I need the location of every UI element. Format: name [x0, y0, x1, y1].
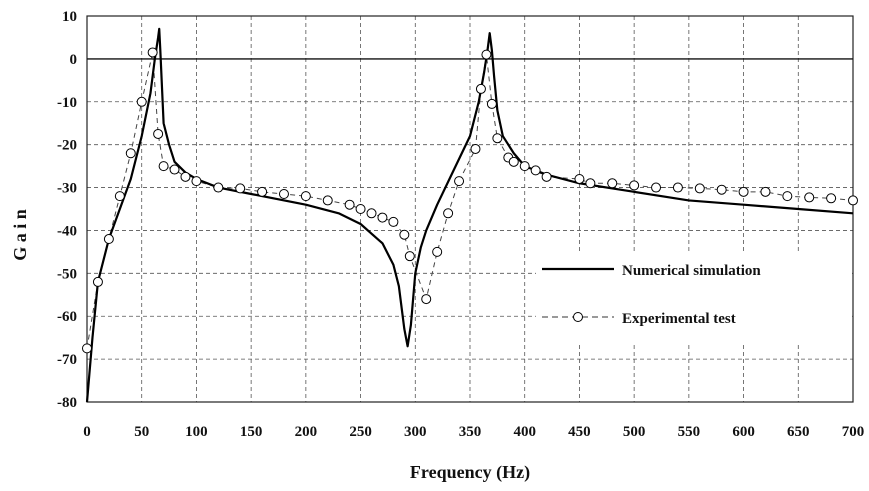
y-tick-label: -20: [57, 138, 77, 154]
x-tick-label: 450: [568, 424, 591, 440]
data-point-experimental: [158, 161, 169, 172]
legend-label-numerical: Numerical simulation: [622, 263, 761, 279]
x-tick-label: 700: [842, 424, 865, 440]
y-tick-label: -60: [57, 309, 77, 325]
x-axis-tick-labels: 0 50 100 150 200 250 300 350 400 450 500 550 600 650 7…: [83, 424, 864, 440]
y-tick-label: 10: [62, 9, 77, 25]
data-point-experimental: [607, 178, 618, 189]
data-point-experimental: [355, 204, 366, 214]
data-point-experimental: [213, 182, 224, 193]
x-tick-label: 150: [240, 424, 263, 440]
y-tick-label: -40: [57, 223, 77, 239]
data-point-experimental: [530, 165, 541, 176]
data-point-experimental: [366, 208, 377, 219]
data-point-experimental: [114, 191, 125, 202]
data-point-experimental: [585, 178, 596, 189]
x-tick-label: 400: [513, 424, 536, 440]
data-point-experimental: [760, 186, 771, 197]
y-axis-tick-labels: 10 0 -10 -20 -30 -40 -50 -60 -70 -80: [57, 9, 77, 411]
data-point-experimental: [481, 49, 492, 60]
x-tick-label: 100: [185, 424, 208, 440]
legend-label-experimental: Experimental test: [622, 311, 736, 327]
data-point-experimental: [103, 234, 114, 245]
data-point-experimental: [125, 148, 136, 159]
data-point-experimental: [92, 276, 103, 287]
data-point-experimental: [782, 191, 793, 202]
x-tick-label: 650: [787, 424, 810, 440]
data-point-experimental: [136, 96, 147, 107]
x-tick-label: 300: [404, 424, 427, 440]
data-point-experimental: [235, 183, 246, 194]
y-tick-label: -30: [57, 181, 77, 197]
grid: [86, 15, 854, 403]
x-tick-label: 250: [349, 424, 372, 440]
data-point-experimental: [826, 193, 837, 204]
data-point-experimental: [519, 161, 530, 172]
data-point-experimental: [147, 47, 158, 58]
data-point-experimental: [388, 216, 399, 227]
data-point-experimental: [492, 133, 503, 144]
data-point-experimental: [169, 164, 180, 175]
data-point-experimental: [475, 83, 486, 94]
y-tick-label: -80: [57, 395, 77, 411]
data-point-experimental: [82, 343, 92, 354]
x-tick-label: 0: [83, 424, 91, 440]
data-point-experimental: [470, 143, 481, 154]
data-point-experimental: [672, 182, 683, 193]
data-point-experimental: [322, 195, 333, 206]
data-point-experimental: [716, 184, 727, 195]
data-point-experimental: [651, 182, 662, 193]
data-point-experimental: [300, 191, 311, 202]
data-point-experimental: [454, 176, 465, 187]
legend: Numerical simulation Experimental test: [536, 252, 852, 344]
data-point-experimental: [694, 183, 705, 194]
data-point-experimental: [508, 156, 519, 167]
data-point-experimental: [153, 128, 164, 139]
data-point-experimental: [804, 192, 815, 203]
x-tick-label: 500: [623, 424, 646, 440]
y-tick-label: -10: [57, 95, 77, 111]
y-tick-label: -50: [57, 266, 77, 282]
data-point-experimental: [486, 98, 497, 109]
data-point-experimental: [629, 180, 640, 191]
data-point-experimental: [421, 294, 432, 305]
legend-background: [536, 252, 852, 344]
y-tick-label: 0: [70, 52, 78, 68]
y-axis-title: G a i n: [10, 209, 30, 261]
series-layer: [82, 27, 858, 403]
x-tick-label: 550: [678, 424, 701, 440]
data-point-experimental: [344, 199, 355, 210]
y-tick-label: -70: [57, 352, 77, 368]
x-tick-label: 600: [732, 424, 755, 440]
data-point-experimental: [377, 212, 388, 223]
plot-area-frame: [86, 15, 854, 403]
data-point-experimental: [432, 246, 443, 257]
data-point-experimental: [278, 188, 289, 199]
x-tick-label: 200: [295, 424, 318, 440]
data-point-experimental: [738, 186, 749, 197]
legend-marker-experimental: [573, 312, 583, 322]
data-point-experimental: [574, 173, 585, 184]
data-point-experimental: [541, 171, 552, 182]
x-tick-label: 50: [134, 424, 149, 440]
data-point-experimental: [848, 195, 858, 206]
data-point-experimental: [180, 171, 191, 182]
data-point-experimental: [191, 176, 202, 187]
x-axis-title: Frequency (Hz): [410, 462, 530, 483]
data-point-experimental: [399, 229, 410, 240]
x-tick-label: 350: [459, 424, 482, 440]
data-point-experimental: [443, 208, 454, 219]
data-point-experimental: [404, 251, 415, 262]
data-point-experimental: [257, 186, 268, 197]
